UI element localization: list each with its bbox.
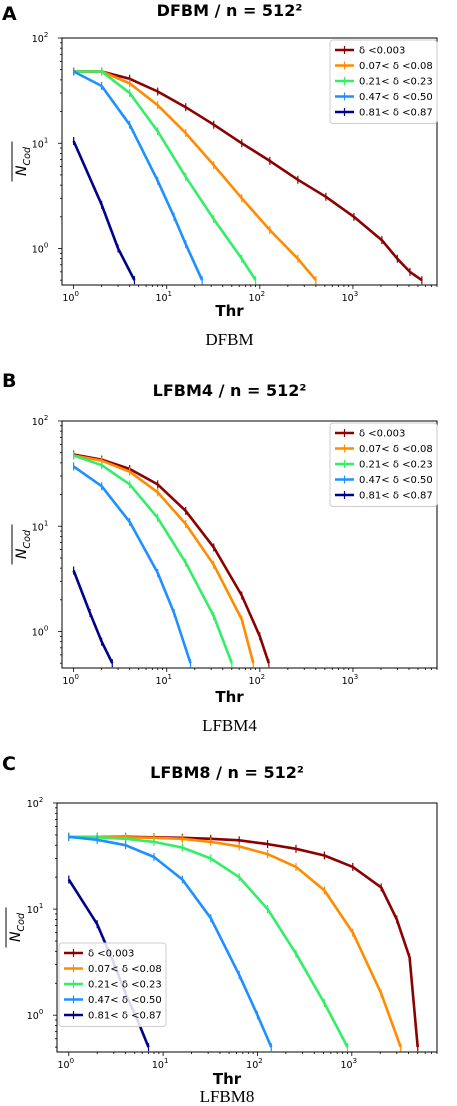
panel-letter: B [2,370,16,392]
legend-label: 0.81< δ <0.87 [359,491,433,502]
x-axis-label: Thr [213,1070,242,1088]
svg-text:NCod: NCod [14,146,33,176]
legend-item: 0.07< δ <0.08 [335,444,433,455]
x-tick-label: 103 [341,1057,358,1071]
y-tick-label: 100 [32,625,49,639]
chart-title: LFBM4 / n = 512² [153,381,307,400]
legend-item: 0.47< δ <0.50 [335,475,433,486]
x-tick-label: 101 [155,290,172,304]
y-axis-label: NCod [11,141,33,182]
chart-panel-1: A DFBM / n = 512² 100 101 102 103 100 101 102 Thr… [2,1,438,349]
chart-title: DFBM / n = 512² [157,1,303,20]
svg-text:NCod: NCod [8,912,27,942]
x-axis-label: Thr [215,302,244,320]
legend-item: 0.47< δ <0.50 [335,92,433,103]
legend-item: 0.81< δ <0.87 [335,108,433,119]
legend-item: 0.21< δ <0.23 [335,460,433,471]
legend-label: 0.47< δ <0.50 [88,995,162,1006]
series-5 [72,137,136,285]
legend-label: 0.81< δ <0.87 [359,108,433,119]
plot-frame [61,420,438,669]
legend-label: δ <0.003 [88,949,134,960]
panel-letter: A [2,3,17,25]
legend: δ <0.003 0.07< δ <0.08 0.21< δ <0.23 0.47< … [58,942,167,1027]
y-tick-label: 100 [32,242,49,256]
legend-item: δ <0.003 [64,949,134,960]
chart-title: LFBM8 / n = 512² [150,763,304,782]
panel-caption: LFBM4 [202,716,257,735]
legend-item: δ <0.003 [335,46,405,57]
legend-label: 0.07< δ <0.08 [359,61,433,72]
series-4 [68,832,273,1052]
legend-box [58,942,167,1027]
y-tick-label: 101 [27,902,44,916]
y-tick-label: 101 [32,136,49,150]
legend-box [329,39,438,124]
legend-label: 0.47< δ <0.50 [359,92,433,103]
y-tick-label: 102 [27,796,44,810]
series-line [73,70,317,282]
legend-item: 0.81< δ <0.87 [335,491,433,502]
legend-label: 0.81< δ <0.87 [88,1011,162,1022]
x-tick-label: 101 [152,1057,169,1071]
x-tick-label: 102 [249,290,266,304]
x-tick-label: 101 [155,673,172,687]
legend-box [329,422,438,507]
y-tick-label: 100 [27,1008,44,1022]
plot-frame [61,37,438,286]
legend-label: 0.47< δ <0.50 [359,475,433,486]
legend: δ <0.003 0.07< δ <0.08 0.21< δ <0.23 0.47< … [329,39,438,124]
series-1 [73,450,271,668]
legend-item: 0.07< δ <0.08 [335,61,433,72]
series-3 [73,67,257,285]
legend: δ <0.003 0.07< δ <0.08 0.21< δ <0.23 0.47< … [329,422,438,507]
y-axis-label: NCod [5,907,27,948]
x-tick-label: 100 [62,673,79,687]
legend-item: 0.07< δ <0.08 [64,964,162,975]
legend-label: δ <0.003 [359,429,405,440]
panel-letter: C [2,753,16,775]
y-tick-label: 102 [32,31,49,45]
x-tick-label: 103 [342,673,359,687]
legend-item: 0.81< δ <0.87 [64,1011,162,1022]
x-tick-label: 100 [58,1057,75,1071]
x-axis-label: Thr [215,688,244,706]
legend-label: 0.21< δ <0.23 [88,980,162,991]
legend-label: 0.07< δ <0.08 [359,444,433,455]
chart-panel-2: B LFBM4 / n = 512² 100 101 102 103 100 101 102 Th… [2,370,438,735]
x-tick-label: 100 [62,290,79,304]
x-tick-label: 102 [246,1057,263,1071]
legend-label: 0.07< δ <0.08 [88,964,162,975]
plot-frame [56,802,438,1053]
series-1 [73,67,423,285]
series-line [72,140,136,281]
legend-label: 0.21< δ <0.23 [359,77,433,88]
legend-item: 0.47< δ <0.50 [64,995,162,1006]
series-line [72,570,114,664]
panel-caption: LFBM8 [200,1087,255,1106]
series-4 [73,67,204,285]
series-4 [72,462,192,668]
chart-panel-3: C LFBM8 / n = 512² 100 101 102 103 100 101 102 Th… [2,753,438,1106]
series-5 [72,566,114,668]
legend-item: 0.21< δ <0.23 [335,77,433,88]
series-line [73,70,257,281]
legend-label: δ <0.003 [359,46,405,57]
x-tick-label: 103 [342,290,359,304]
series-line [73,454,255,664]
legend-label: 0.21< δ <0.23 [359,460,433,471]
panel-caption: DFBM [205,330,253,349]
y-tick-label: 102 [32,414,49,428]
series-3 [68,832,349,1052]
series-line [72,465,192,664]
legend-item: δ <0.003 [335,429,405,440]
x-tick-label: 102 [249,673,266,687]
y-axis-label: NCod [11,524,33,565]
series-2 [73,67,317,285]
svg-text:NCod: NCod [14,529,33,559]
y-tick-label: 101 [32,519,49,533]
legend-item: 0.21< δ <0.23 [64,980,162,991]
series-3 [73,451,234,668]
